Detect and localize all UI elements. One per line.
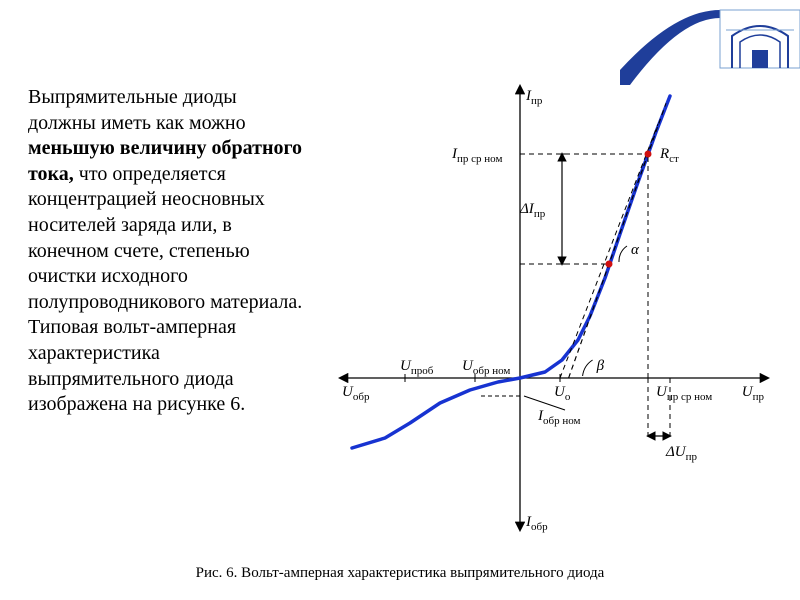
figure-caption: Рис. 6. Вольт-амперная характеристика вы… <box>0 565 800 582</box>
svg-text:β: β <box>596 358 605 374</box>
paragraph-1-a: Выпрямительные диоды должны иметь как мо… <box>28 86 246 134</box>
svg-text:Uобр ном: Uобр ном <box>462 358 510 377</box>
svg-text:ΔIпр: ΔIпр <box>519 201 546 220</box>
header-logo <box>620 0 800 85</box>
svg-text:Iпр: Iпр <box>525 88 543 107</box>
body-text: Выпрямительные диоды должны иметь как мо… <box>28 85 308 418</box>
iv-curve-chart: IпрUпрUобрIобрIпр ср номRстΔIпрαβUпробUо… <box>330 78 780 548</box>
svg-text:Uобр: Uобр <box>342 384 370 403</box>
paragraph-1-c: что определяется концентрацией неосновны… <box>28 163 302 313</box>
svg-text:Iобр: Iобр <box>525 514 548 533</box>
svg-text:Uо: Uо <box>554 384 571 403</box>
svg-text:Uпр: Uпр <box>742 384 765 403</box>
svg-text:Rст: Rст <box>659 146 679 165</box>
svg-text:Iобр ном: Iобр ном <box>537 408 581 427</box>
svg-text:ΔUпр: ΔUпр <box>665 444 698 463</box>
paragraph-2: Типовая вольт-амперная характеристика вы… <box>28 316 245 415</box>
svg-text:Iпр ср ном: Iпр ср ном <box>451 146 502 165</box>
svg-text:Uпр ср ном: Uпр ср ном <box>656 384 712 403</box>
svg-text:α: α <box>631 242 640 258</box>
